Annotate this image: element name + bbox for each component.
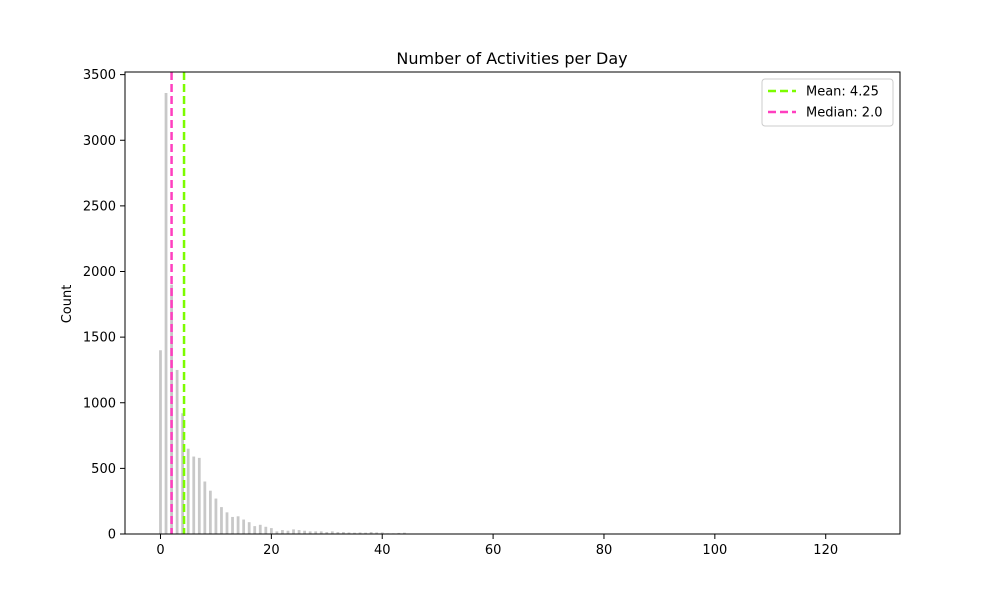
legend-label: Mean: 4.25	[806, 85, 879, 100]
bar	[375, 532, 379, 534]
x-tick-label: 40	[374, 543, 391, 558]
bar	[264, 526, 268, 534]
bar	[297, 530, 301, 534]
bar	[380, 532, 384, 534]
bar	[353, 532, 356, 534]
bar	[175, 369, 179, 534]
bar	[281, 530, 284, 534]
bar	[325, 532, 329, 534]
bar	[192, 456, 196, 534]
x-tick-label: 60	[485, 543, 502, 558]
bar	[231, 516, 234, 534]
bar	[214, 498, 218, 534]
chart-title: Number of Activities per Day	[396, 49, 627, 68]
reference-lines-group	[170, 72, 186, 534]
bar	[225, 512, 229, 534]
x-tick-label: 80	[596, 543, 613, 558]
x-tick-label: 20	[263, 543, 280, 558]
bar	[397, 532, 401, 534]
y-tick-label: 1000	[83, 396, 116, 411]
bar	[330, 531, 334, 534]
bar	[159, 350, 162, 534]
bar	[203, 481, 207, 534]
bar	[364, 532, 367, 534]
bar	[303, 530, 306, 534]
bar	[403, 532, 406, 534]
bar	[369, 532, 373, 534]
bar	[308, 531, 312, 534]
x-tick-label: 100	[702, 543, 727, 558]
bar	[292, 529, 295, 534]
y-tick-label: 2000	[83, 265, 116, 280]
bar	[347, 532, 351, 534]
bar	[336, 532, 340, 534]
bar	[242, 519, 246, 534]
bar	[253, 526, 257, 534]
y-axis-label: Count	[60, 285, 75, 324]
bar	[181, 413, 185, 534]
bar	[164, 93, 168, 534]
legend-label: Median: 2.0	[806, 106, 882, 121]
y-tick-label: 0	[108, 528, 116, 543]
x-axis: 0 20 40 60 80 100 120	[156, 534, 838, 558]
legend: Mean: 4.25 Median: 2.0	[761, 78, 894, 127]
bar	[358, 532, 362, 534]
plot-frame	[124, 71, 901, 535]
bar	[275, 531, 279, 534]
x-tick-label: 0	[156, 543, 164, 558]
x-tick-label: 120	[813, 543, 838, 558]
y-tick-label: 3000	[83, 134, 116, 149]
bars-group	[159, 93, 866, 535]
y-tick-label: 3500	[83, 68, 116, 83]
bar	[247, 522, 251, 534]
bar	[220, 507, 223, 534]
y-axis: 0 500 1000 1500 2000 2500 3000 3500	[83, 68, 125, 543]
bar	[236, 516, 240, 534]
bar	[319, 531, 323, 534]
bar	[314, 531, 318, 534]
bar	[186, 448, 190, 534]
y-tick-label: 1500	[83, 331, 116, 346]
bar	[269, 528, 273, 534]
bar	[286, 530, 290, 534]
bar	[342, 532, 345, 534]
bar	[208, 490, 212, 534]
bar	[258, 524, 262, 534]
bar	[197, 457, 201, 534]
y-tick-label: 2500	[83, 199, 116, 214]
y-tick-label: 500	[91, 462, 116, 477]
